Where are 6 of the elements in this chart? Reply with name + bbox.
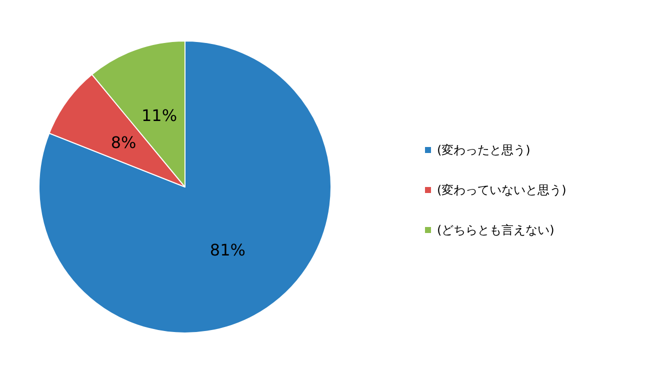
data-label: 8%: [110, 132, 136, 152]
legend-label: (変わったと思う): [437, 143, 530, 157]
legend-label: (どちらとも言えない): [437, 223, 554, 237]
legend-label: (変わっていないと思う): [437, 183, 566, 197]
data-label: 81%: [210, 240, 246, 260]
data-label: 11%: [141, 106, 178, 125]
